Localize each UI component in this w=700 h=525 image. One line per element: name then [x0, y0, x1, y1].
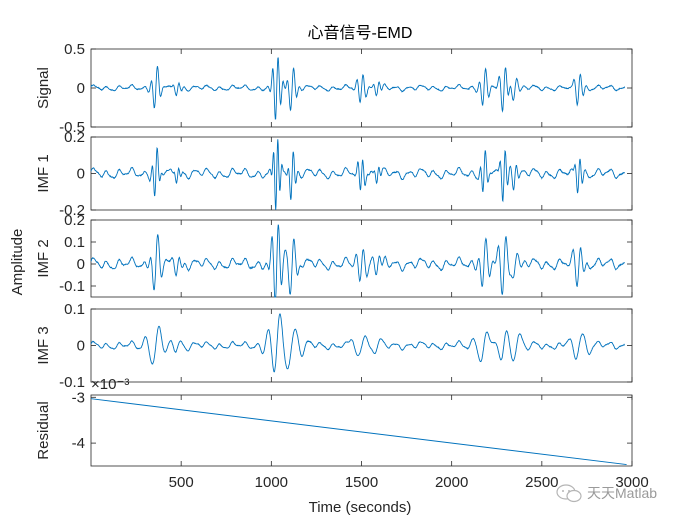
x-tick-label: 1000: [255, 474, 288, 491]
subplot-ylabel: IMF 3: [35, 326, 52, 364]
y-tick-label: 0.5: [64, 41, 85, 58]
y-tick-label: 0.2: [64, 129, 85, 146]
series-line: [90, 57, 626, 120]
subplot-ylabel: IMF 2: [35, 239, 52, 277]
y-tick-label: -0.5: [59, 119, 85, 136]
series-line: [90, 139, 625, 210]
subplot-imf-3: -0.1 0 0.1 IMF 3: [35, 301, 633, 391]
y-tick-label: 0: [77, 166, 85, 183]
exponent-label: ×10⁻³: [91, 376, 129, 393]
series-line: [90, 398, 627, 466]
x-tick-label: 1500: [345, 474, 378, 491]
subplot-ylabel: Residual: [35, 401, 52, 459]
y-tick-label: 0: [77, 80, 85, 97]
subplot-signal: -0.5 0 0.5 Signal: [35, 41, 633, 136]
y-tick-label: 0.1: [64, 301, 85, 318]
x-tick-label: 2500: [525, 474, 558, 491]
series-line: [90, 224, 626, 298]
y-tick-label: 0: [77, 338, 85, 355]
y-tick-label: -4: [72, 435, 85, 452]
subplot-ylabel: IMF 1: [35, 154, 52, 192]
y-tick-label: -0.1: [59, 374, 85, 391]
wechat-icon: [556, 484, 582, 503]
y-tick-label: -0.1: [59, 278, 85, 295]
y-tick-label: 0: [77, 256, 85, 273]
y-tick-label: -0.2: [59, 202, 85, 219]
y-tick-label: 0.2: [64, 212, 85, 229]
x-tick-label: 3000: [615, 474, 648, 491]
x-tick-label: 500: [169, 474, 194, 491]
y-tick-label: -3: [72, 389, 85, 406]
subplot-panels: -0.5 0 0.5 Signal -0.2 0 0.2 IMF 1 -0.1 0 0.1 0.2 IM…: [35, 41, 649, 491]
axes-box: [90, 219, 633, 298]
subplot-ylabel: Signal: [35, 67, 52, 109]
subplot-residual: -4 -3 Residual ×10⁻³ 500 1000 1500 2000 2500 3000: [35, 376, 649, 491]
watermark: 天天Matlab: [556, 484, 657, 503]
y-axis-label: Amplitude: [9, 229, 26, 296]
subplot-imf-1: -0.2 0 0.2 IMF 1: [35, 129, 633, 219]
chart-title: 心音信号-EMD: [308, 24, 413, 42]
x-tick-label: 2000: [435, 474, 468, 491]
series-line: [90, 313, 626, 373]
axes-box: [90, 308, 633, 383]
x-axis-label: Time (seconds): [309, 499, 412, 516]
watermark-text: 天天Matlab: [587, 485, 657, 501]
y-tick-label: 0.1: [64, 234, 85, 251]
subplot-imf-2: -0.1 0 0.1 0.2 IMF 2: [35, 212, 633, 298]
